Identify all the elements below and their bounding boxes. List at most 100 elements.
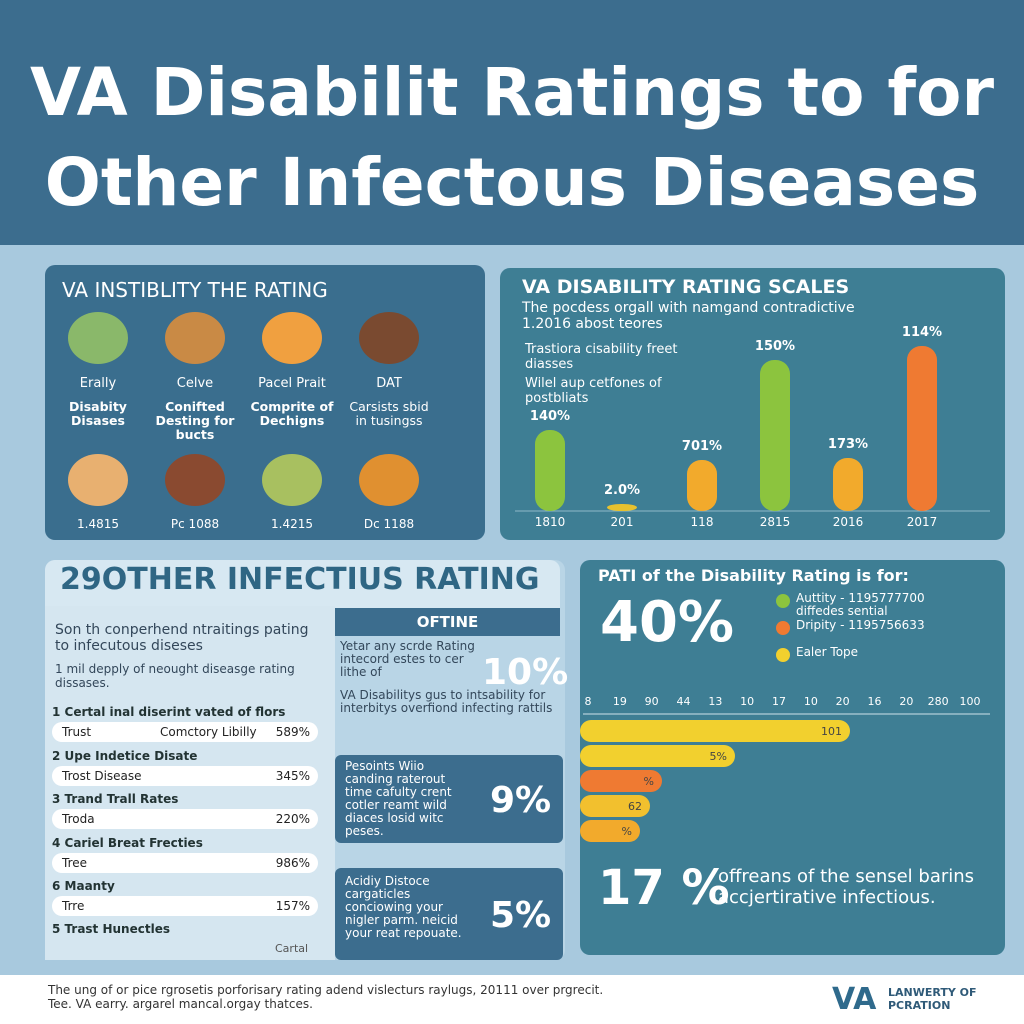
tick-label: 280 — [928, 695, 949, 708]
bar-label: % — [622, 825, 632, 838]
x-label: 1810 — [535, 515, 566, 529]
side-heading: OFTINE — [335, 608, 560, 636]
panel-heading: PATI of the Disability Rating is for: — [598, 566, 909, 585]
icon-caption: Conifted Desting for bucts — [155, 399, 235, 442]
icon-shape — [68, 454, 128, 506]
bar-label: 101 — [821, 725, 842, 738]
stat: 9% — [490, 780, 552, 821]
tick-label: 13 — [708, 695, 722, 708]
bar-label: 150% — [755, 339, 795, 354]
bar — [580, 720, 850, 742]
logo: VA — [832, 982, 877, 1017]
stat-box — [335, 868, 563, 960]
bar — [580, 745, 735, 767]
bar-label: 173% — [828, 437, 868, 452]
list-row — [52, 765, 318, 786]
row-value: 157% — [275, 899, 310, 913]
list-row — [52, 852, 318, 873]
logo-text: LANWERTY OF PCRATION — [888, 986, 977, 1012]
list-title: 6 Maanty — [52, 879, 115, 893]
subtitle: The pocdess orgall with namgand contradi… — [522, 300, 855, 332]
icon-shape — [165, 454, 225, 506]
tick-label: 16 — [868, 695, 882, 708]
tick-label: 8 — [585, 695, 592, 708]
bar-label: 62 — [628, 800, 642, 813]
list-title: 2 Upe Indetice Disate — [52, 748, 198, 763]
icon-label: Erally — [79, 376, 117, 391]
icon — [165, 454, 225, 506]
bullet-list: Son th conperhend ntraitings pating to i… — [55, 622, 315, 690]
x-label: 2016 — [833, 515, 864, 529]
row-name: Tree — [62, 855, 88, 870]
footnote: Cartal — [275, 942, 309, 955]
tick-label: 90 — [645, 695, 659, 708]
heading-bar — [45, 560, 560, 608]
icon-caption: Comprite of Dechigns — [250, 399, 334, 428]
icon-code: 1.4215 — [271, 517, 313, 531]
tick-label: 17 — [772, 695, 786, 708]
box-text: Acidiy Distoce cargaticles conciowing yo… — [345, 874, 462, 940]
legend-label: Dripity - 1195756633 — [796, 618, 925, 632]
icon — [68, 454, 128, 506]
icon-shape — [262, 454, 322, 506]
x-label: 201 — [611, 515, 634, 529]
list-row — [52, 722, 318, 742]
bullet-list: Trastiora cisability freet diasses Wilel… — [525, 342, 695, 406]
bar-label: 140% — [530, 409, 570, 424]
tick-label: 20 — [899, 695, 913, 708]
list-title: 4 Cariel Breat Frecties — [52, 835, 203, 850]
icon-shape — [262, 312, 322, 364]
bar — [687, 460, 717, 511]
bar-label: 2.0% — [604, 483, 640, 498]
row-value: 986% — [275, 855, 310, 870]
tick-label: 44 — [677, 695, 691, 708]
bar — [607, 504, 637, 511]
bullet: Trastiora cisability freet diasses — [525, 342, 678, 372]
title-line: VA Disabilit Ratings to for — [29, 54, 995, 131]
stat: 17 % — [598, 860, 730, 916]
bullet: Yetar any scrde Rating intecord estes to… — [340, 639, 475, 679]
icon-code: Pc 1088 — [170, 517, 220, 531]
icon — [68, 312, 128, 364]
row-name: Trre — [62, 899, 85, 913]
list-title: 3 Trand Trall Rates — [52, 792, 179, 806]
title-line: Other Infectous Diseases — [44, 144, 980, 221]
icon-label: DAT — [376, 376, 402, 391]
stat-box — [335, 755, 563, 843]
icon — [359, 454, 419, 506]
icon — [165, 312, 225, 364]
icon — [359, 312, 419, 364]
row-name: Trust — [62, 725, 92, 739]
row-name: Trost Disease — [62, 768, 142, 783]
side-bullets: Yetar any scrde Rating intecord estes to… — [340, 639, 552, 715]
icon-shape — [165, 312, 225, 364]
list-row — [52, 896, 318, 916]
icon-code: Dc 1188 — [363, 517, 415, 531]
bullet: VA Disabilitys gus to intsability for in… — [340, 688, 553, 715]
box-text: Pesoints Wiio canding raterout time cafu… — [345, 759, 452, 838]
tick-label: 10 — [740, 695, 754, 708]
legend-label: Ealer Tope — [796, 645, 859, 659]
panel-heading: VA DISABILITY RATING SCALES — [522, 276, 850, 298]
bar — [580, 770, 662, 792]
icon — [262, 312, 322, 364]
icon-label: Celve — [176, 376, 214, 391]
header — [0, 0, 1024, 245]
list-title: 5 Trast Hunectles — [52, 922, 170, 936]
tick-label: 20 — [836, 695, 850, 708]
icon-caption: Disabity Disases — [69, 399, 127, 428]
icon-shape — [68, 312, 128, 364]
bar-label: 701% — [682, 439, 722, 454]
icon-shape — [359, 312, 419, 364]
tick-label: 10 — [804, 695, 818, 708]
list-title: 1 Certal inal diserint vated of flors — [52, 705, 286, 719]
list-row — [52, 809, 318, 829]
icon-label: Pacel Prait — [258, 376, 326, 391]
panel-heading: VA INSTIBLITY THE RATING — [62, 278, 328, 302]
bar — [580, 820, 640, 842]
bar — [580, 795, 650, 817]
footer — [0, 975, 1024, 1024]
bullet: Wilel aup cetfones of postbliats — [525, 376, 662, 406]
